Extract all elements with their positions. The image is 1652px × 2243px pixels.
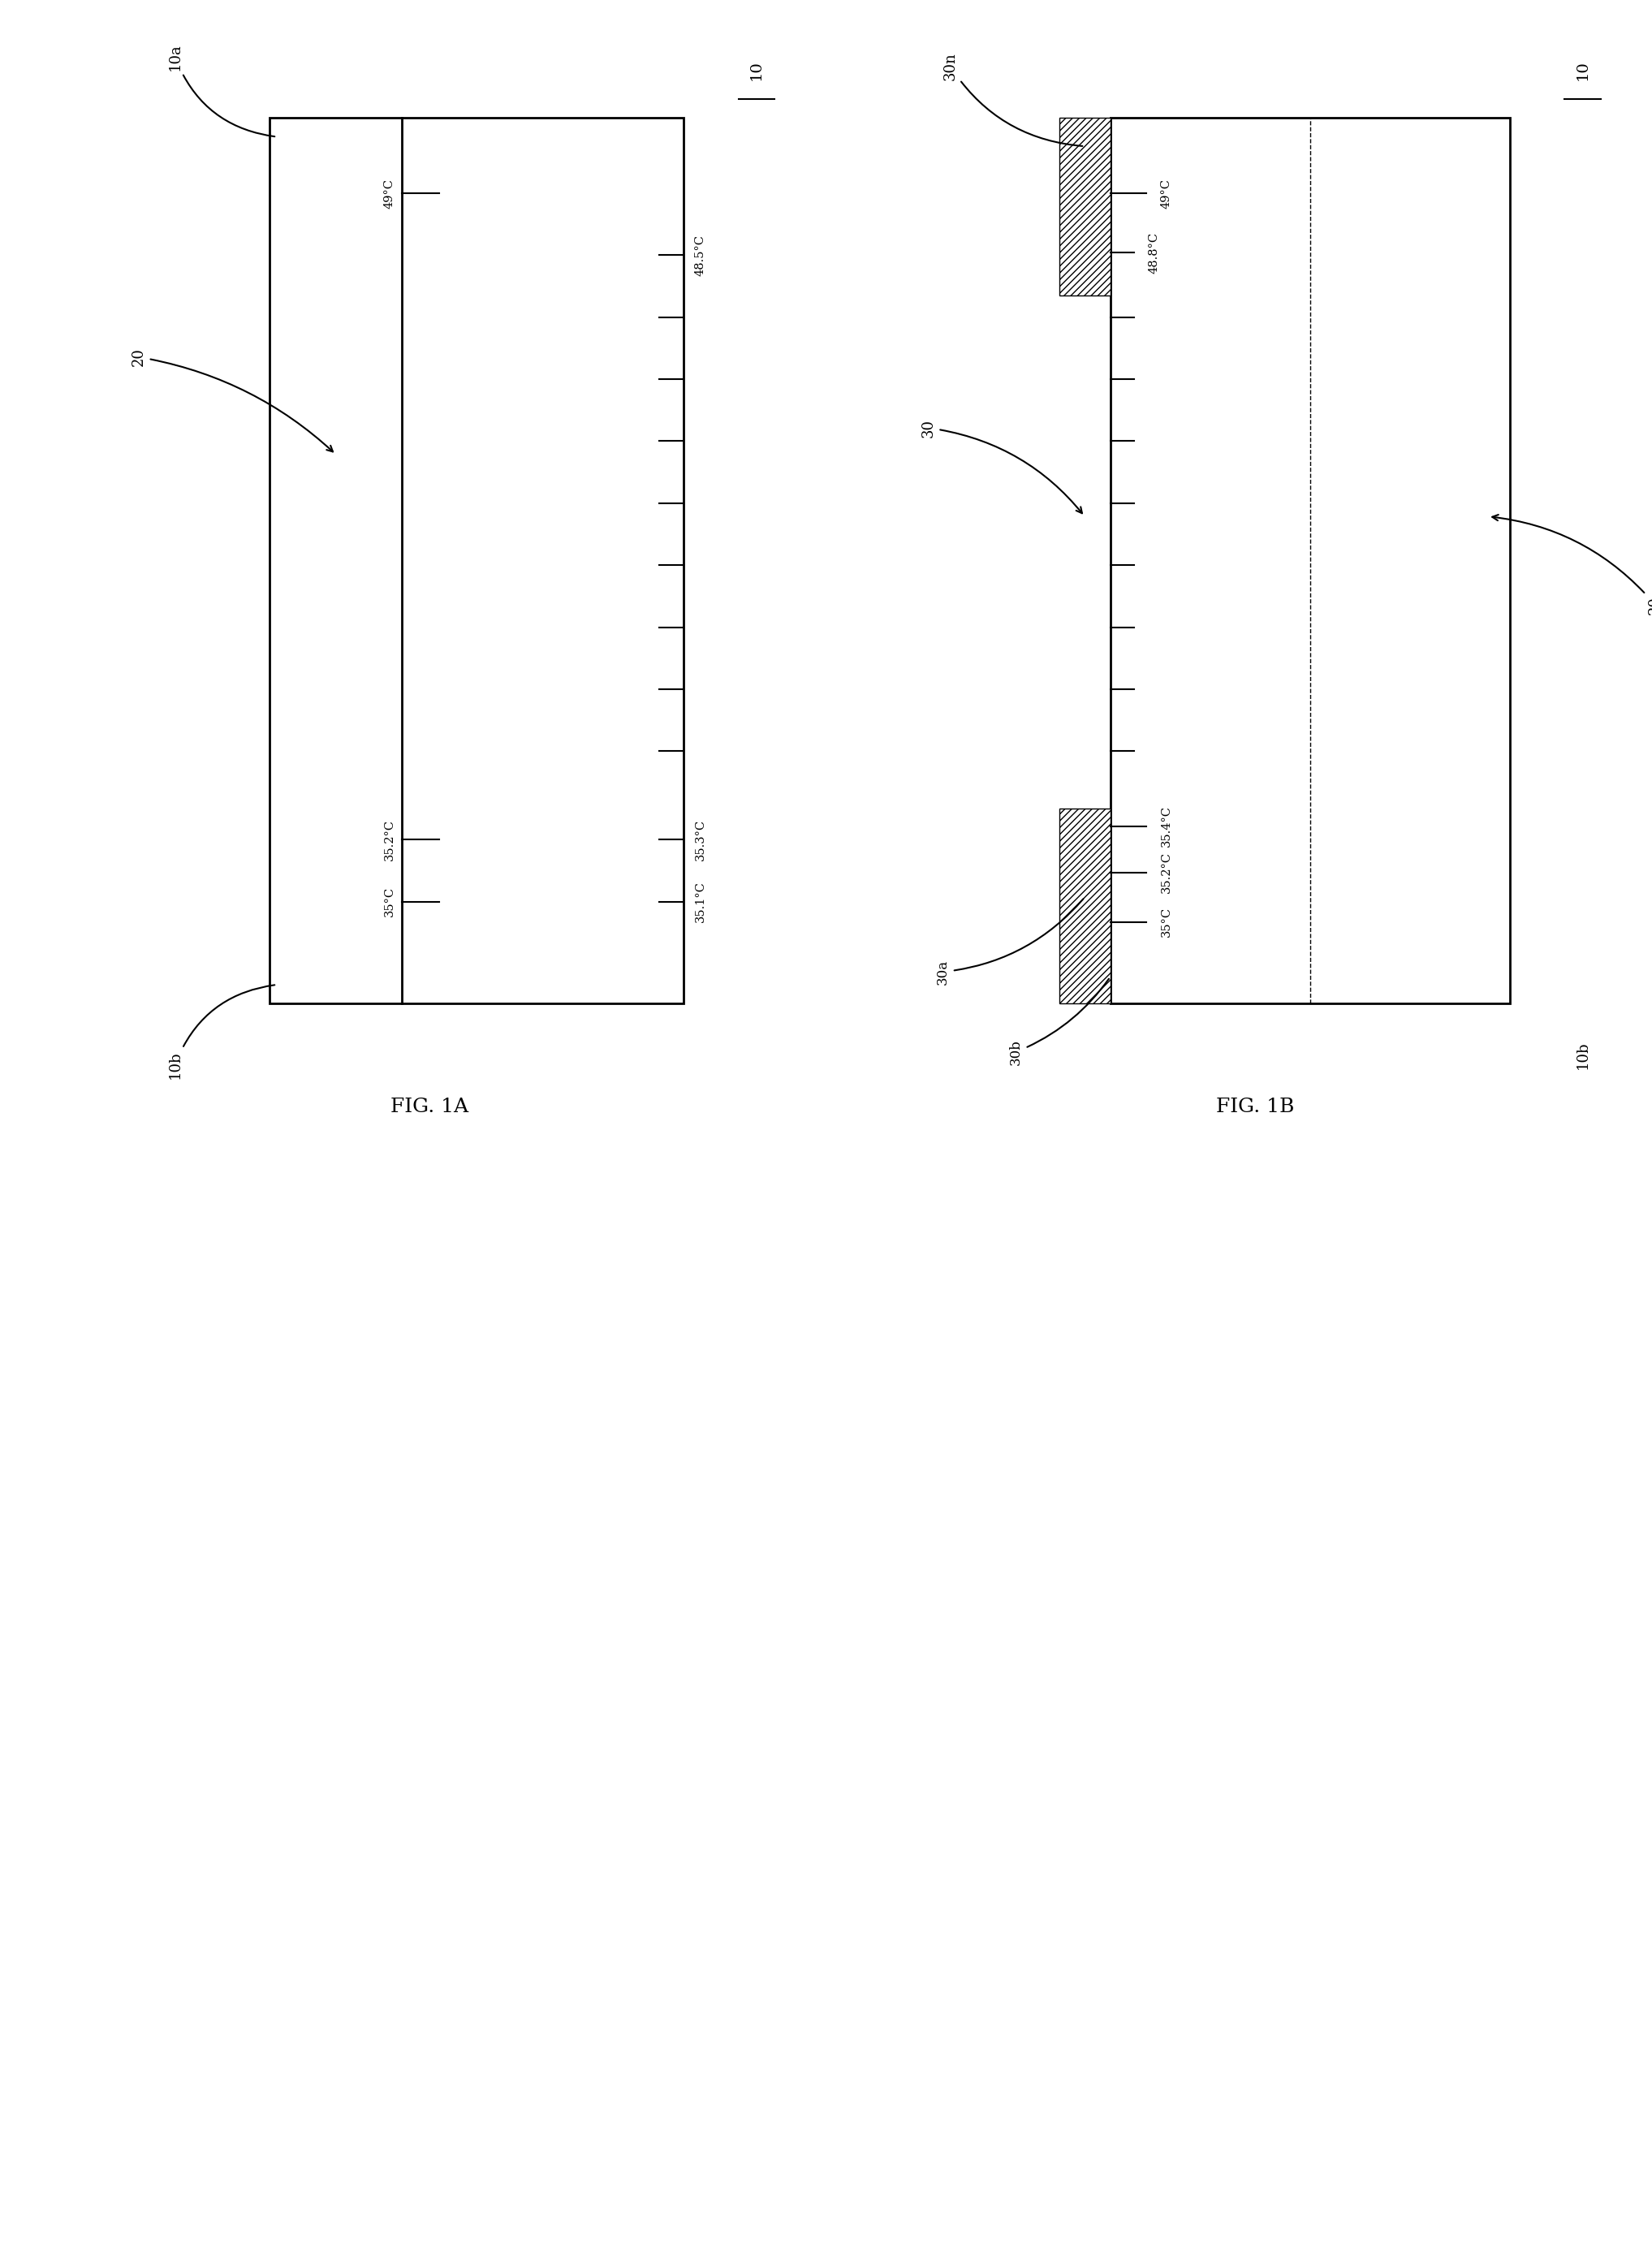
Text: 35.3°C: 35.3°C <box>695 819 705 861</box>
Text: 10b: 10b <box>1576 1041 1589 1070</box>
Bar <box>1059 119 1110 296</box>
Bar <box>269 119 684 1003</box>
Text: 35°C: 35°C <box>383 886 395 917</box>
Text: FIG. 1A: FIG. 1A <box>390 1097 469 1117</box>
Text: 35.2°C: 35.2°C <box>383 819 395 861</box>
Text: FIG. 1B: FIG. 1B <box>1216 1097 1295 1117</box>
Text: 35.1°C: 35.1°C <box>695 881 705 922</box>
Text: 30b: 30b <box>1009 978 1108 1065</box>
Text: 49°C: 49°C <box>383 177 395 209</box>
Text: 30: 30 <box>922 419 1082 514</box>
Text: 10: 10 <box>1576 61 1589 81</box>
Text: 10: 10 <box>750 61 763 81</box>
Text: 30n: 30n <box>943 52 1082 146</box>
Text: 10a: 10a <box>169 43 274 137</box>
Bar <box>1110 119 1510 1003</box>
Text: 10b: 10b <box>169 985 274 1079</box>
Text: 35°C: 35°C <box>1161 906 1171 938</box>
Text: 30a: 30a <box>937 899 1084 985</box>
Bar <box>1059 810 1110 1003</box>
Text: 48.8°C: 48.8°C <box>1148 231 1160 274</box>
Text: 20: 20 <box>1492 514 1652 615</box>
Text: 20: 20 <box>132 348 332 451</box>
Text: 35.4°C: 35.4°C <box>1161 805 1171 848</box>
Text: 35.2°C: 35.2°C <box>1161 852 1171 893</box>
Text: 48.5°C: 48.5°C <box>695 236 705 276</box>
Text: 49°C: 49°C <box>1161 177 1171 209</box>
